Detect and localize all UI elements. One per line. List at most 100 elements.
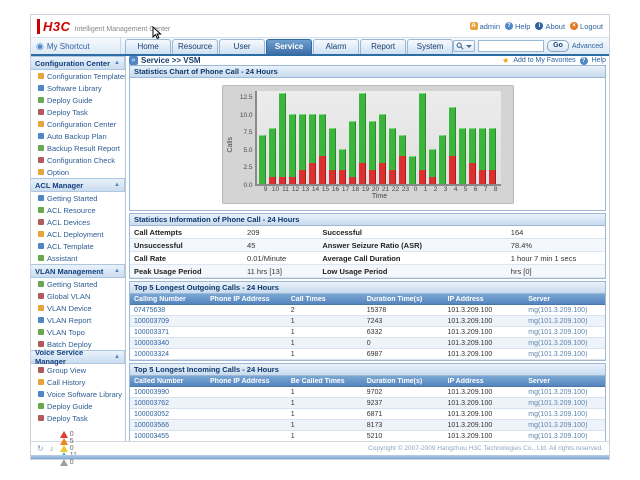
sidebar-item-acl-deployment[interactable]: ACL Deployment xyxy=(31,228,125,240)
go-button[interactable]: Go xyxy=(547,40,569,52)
sidebar-item-configuration-templates[interactable]: Configuration Templates xyxy=(31,70,125,82)
sidebar-section-vlan-management[interactable]: VLAN Management▲ xyxy=(31,264,125,278)
sidebar-item-label: VLAN Report xyxy=(47,316,91,325)
number-link[interactable]: 100003990 xyxy=(130,389,206,396)
sidebar-item-label: Auto Backup Plan xyxy=(47,132,107,141)
tab-home[interactable]: Home xyxy=(125,39,171,54)
help-link[interactable]: ? Help xyxy=(505,22,530,31)
cell: 101.3.209.100 xyxy=(444,307,525,314)
server-link[interactable]: mg(101.3.209.100) xyxy=(524,389,605,396)
server-link[interactable]: mg(101.3.209.100) xyxy=(524,411,605,418)
logout-link[interactable]: × Logout xyxy=(570,22,603,31)
alarm-count: 0 xyxy=(70,459,74,466)
chart-area: Calls 0.02.55.07.510.012.5 9101112131415… xyxy=(130,78,605,210)
refresh-icon[interactable]: ↻ xyxy=(37,444,44,453)
number-link[interactable]: 100003455 xyxy=(130,433,206,440)
successful-bar-segment xyxy=(269,128,276,177)
number-link[interactable]: 07475638 xyxy=(130,307,206,314)
sidebar-item-voice-software-library[interactable]: Voice Software Library xyxy=(31,388,125,400)
alarm-triangle-icon xyxy=(60,438,68,445)
sidebar-item-icon xyxy=(38,231,44,237)
sidebar-item-call-history[interactable]: Call History xyxy=(31,376,125,388)
sidebar-item-configuration-check[interactable]: Configuration Check xyxy=(31,154,125,166)
sidebar-item-global-vlan[interactable]: Global VLAN xyxy=(31,290,125,302)
sidebar-item-getting-started[interactable]: Getting Started xyxy=(31,278,125,290)
server-link[interactable]: mg(101.3.209.100) xyxy=(524,307,605,314)
tab-report[interactable]: Report xyxy=(360,39,406,54)
advanced-search-link[interactable]: Advanced xyxy=(572,43,603,50)
alarm-major[interactable]: 5 xyxy=(60,438,77,445)
unsuccessful-bar-segment xyxy=(359,163,366,184)
unsuccessful-bar-segment xyxy=(479,170,486,184)
successful-bar-segment xyxy=(259,135,266,184)
sidebar-item-deploy-task[interactable]: Deploy Task xyxy=(31,412,125,424)
sidebar-item-label: Software Library xyxy=(47,84,102,93)
mouse-cursor xyxy=(152,26,162,40)
sidebar-item-deploy-guide[interactable]: Deploy Guide xyxy=(31,400,125,412)
tab-system[interactable]: System xyxy=(407,39,453,54)
bar-stack xyxy=(459,128,466,184)
server-link[interactable]: mg(101.3.209.100) xyxy=(524,318,605,325)
successful-bar-segment xyxy=(379,114,386,163)
sidebar-item-acl-template[interactable]: ACL Template xyxy=(31,240,125,252)
sidebar-item-auto-backup-plan[interactable]: Auto Backup Plan xyxy=(31,130,125,142)
sound-icon[interactable]: ♪ xyxy=(50,444,54,453)
sidebar-item-vlan-device[interactable]: VLAN Device xyxy=(31,302,125,314)
search-scope-dropdown[interactable] xyxy=(453,40,475,52)
alarm-critical[interactable]: 0 xyxy=(60,431,77,438)
successful-bar-segment xyxy=(449,107,456,156)
brand-bar: H3C Intelligent Management Center A admi… xyxy=(31,15,609,37)
server-link[interactable]: mg(101.3.209.100) xyxy=(524,433,605,440)
sidebar-item-assistant[interactable]: Assistant xyxy=(31,252,125,264)
successful-bar-segment xyxy=(469,128,476,163)
sidebar-item-acl-resource[interactable]: ACL Resource xyxy=(31,204,125,216)
server-link[interactable]: mg(101.3.209.100) xyxy=(524,351,605,358)
sidebar-section-voice-service-manager[interactable]: Voice Service Manager▲ xyxy=(31,350,125,364)
sidebar-item-acl-devices[interactable]: ACL Devices xyxy=(31,216,125,228)
server-link[interactable]: mg(101.3.209.100) xyxy=(524,329,605,336)
number-link[interactable]: 100003762 xyxy=(130,400,206,407)
collapse-icon[interactable]: ▲ xyxy=(114,182,120,188)
number-link[interactable]: 100003371 xyxy=(130,329,206,336)
table-row: 10000399019702101.3.209.100mg(101.3.209.… xyxy=(130,387,605,398)
sidebar-item-deploy-task[interactable]: Deploy Task xyxy=(31,106,125,118)
alarm-minor[interactable]: 0 xyxy=(60,445,77,452)
logo: H3C Intelligent Management Center xyxy=(37,19,170,34)
collapse-icon[interactable]: ▲ xyxy=(114,60,120,66)
sidebar-section-acl-manager[interactable]: ACL Manager▲ xyxy=(31,178,125,192)
number-link[interactable]: 100003052 xyxy=(130,411,206,418)
successful-bar-segment xyxy=(479,128,486,170)
sidebar-item-vlan-report[interactable]: VLAN Report xyxy=(31,314,125,326)
tab-alarm[interactable]: Alarm xyxy=(313,39,359,54)
collapse-icon[interactable]: ▲ xyxy=(114,268,120,274)
tab-service[interactable]: Service xyxy=(266,39,312,54)
tab-user[interactable]: User xyxy=(219,39,265,54)
y-tick-label: 5.0 xyxy=(243,147,252,154)
search-input[interactable] xyxy=(478,40,544,52)
number-link[interactable]: 100003566 xyxy=(130,422,206,429)
sidebar-item-software-library[interactable]: Software Library xyxy=(31,82,125,94)
about-link[interactable]: i About xyxy=(535,22,565,31)
sidebar-item-vlan-topo[interactable]: VLAN Topo xyxy=(31,326,125,338)
bar-stack xyxy=(349,121,356,184)
number-link[interactable]: 100003324 xyxy=(130,351,206,358)
sidebar-section-configuration-center[interactable]: Configuration Center▲ xyxy=(31,56,125,70)
sidebar-item-configuration-center[interactable]: Configuration Center xyxy=(31,118,125,130)
alarm-info[interactable]: 0 xyxy=(60,459,77,466)
page-help-link[interactable]: Help xyxy=(592,57,606,64)
number-link[interactable]: 100003340 xyxy=(130,340,206,347)
add-to-favorites-link[interactable]: Add to My Favorites xyxy=(513,57,575,64)
my-shortcut[interactable]: ◉ My Shortcut xyxy=(31,38,121,54)
sidebar-item-getting-started[interactable]: Getting Started xyxy=(31,192,125,204)
sidebar-item-deploy-guide[interactable]: Deploy Guide xyxy=(31,94,125,106)
sidebar-item-backup-result-report[interactable]: Backup Result Report xyxy=(31,142,125,154)
server-link[interactable]: mg(101.3.209.100) xyxy=(524,340,605,347)
column-header: Calling Number xyxy=(130,296,206,303)
tab-resource[interactable]: Resource xyxy=(172,39,218,54)
sidebar-item-label: Deploy Task xyxy=(47,414,88,423)
collapse-icon[interactable]: ▲ xyxy=(114,354,120,360)
server-link[interactable]: mg(101.3.209.100) xyxy=(524,422,605,429)
sidebar-item-option[interactable]: Option xyxy=(31,166,125,178)
server-link[interactable]: mg(101.3.209.100) xyxy=(524,400,605,407)
number-link[interactable]: 100003709 xyxy=(130,318,206,325)
